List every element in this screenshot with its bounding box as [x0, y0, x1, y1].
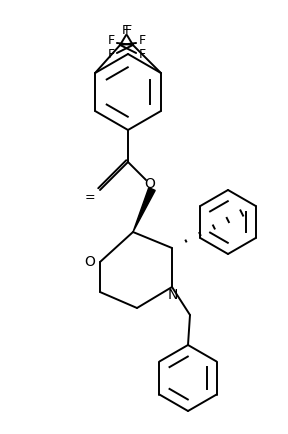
- Text: F: F: [139, 49, 146, 62]
- Text: F: F: [107, 49, 114, 62]
- Text: F: F: [139, 34, 146, 47]
- Text: =: =: [85, 191, 95, 204]
- Text: O: O: [145, 177, 156, 191]
- Text: N: N: [168, 288, 178, 302]
- Text: F: F: [107, 34, 114, 47]
- Text: F: F: [121, 24, 128, 37]
- Text: F: F: [124, 24, 132, 37]
- Text: O: O: [85, 255, 95, 269]
- Polygon shape: [133, 187, 155, 232]
